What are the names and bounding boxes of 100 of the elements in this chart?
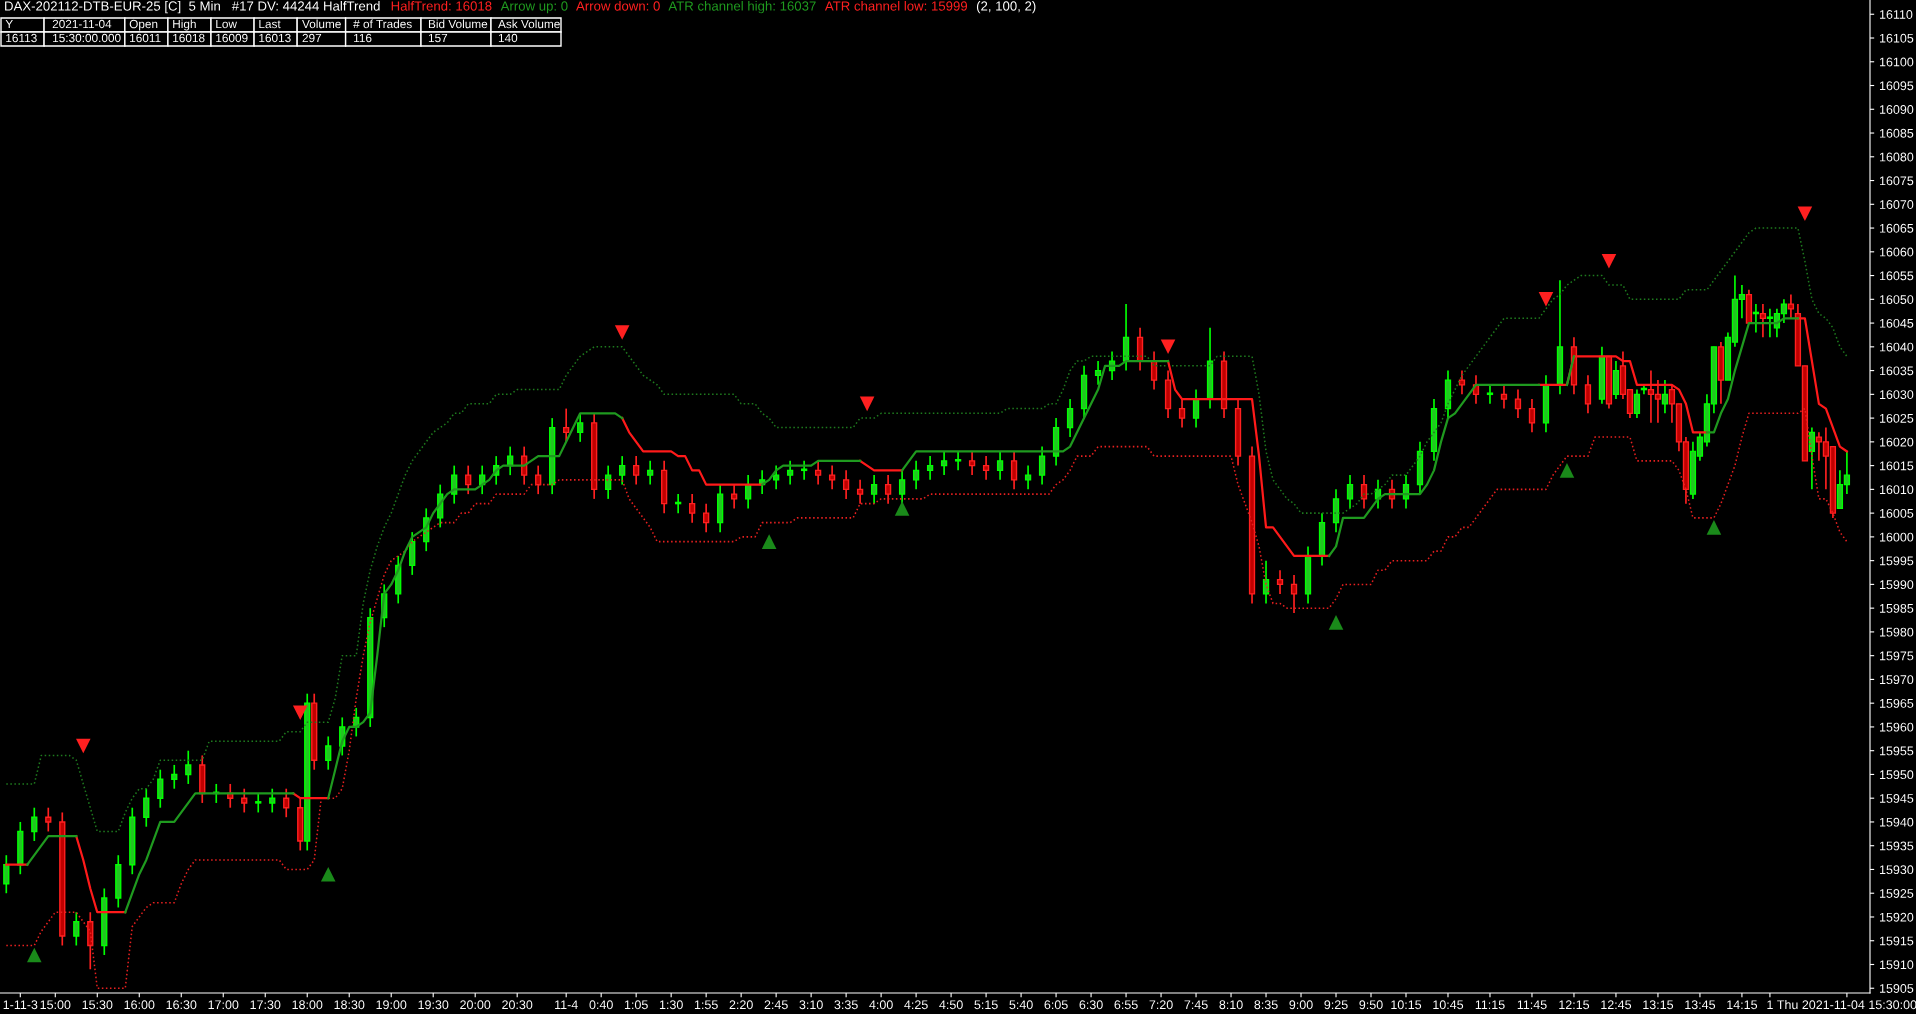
candlestick: [968, 450, 976, 476]
x-tick-label: 1:30: [659, 1000, 683, 1010]
y-tick-label: 15950: [1879, 770, 1914, 780]
candlestick: [1178, 398, 1186, 429]
annotation: HalfTrend: 16018: [391, 1, 492, 11]
annotation: Y: [5, 19, 13, 29]
candlestick: [1528, 398, 1536, 434]
x-tick-label: 19:00: [376, 1000, 407, 1010]
x-tick-label: 2:45: [764, 1000, 788, 1010]
annotation: ATR channel high: 16037: [668, 1, 816, 14]
x-tick-label: 7:45: [1184, 1000, 1208, 1010]
candlestick: [1360, 474, 1368, 510]
point: [894, 501, 910, 516]
annotation: Low: [216, 19, 237, 29]
x-tick-label: 16:30: [166, 1000, 197, 1010]
y-tick-label: 16090: [1879, 105, 1914, 114]
y-tick-label: 15965: [1879, 698, 1914, 708]
candlestick: [898, 469, 906, 505]
x-tick-label: Thu 2021-11-04 15:30:00: [1777, 999, 1916, 1010]
y-tick-label: 15930: [1879, 865, 1914, 875]
candlestick: [31, 806, 38, 842]
y-tick-label: 16010: [1879, 485, 1914, 495]
candlestick: [241, 787, 248, 814]
candlestick: [1262, 559, 1270, 605]
candlestick: [171, 764, 178, 790]
y-tick-label: 15960: [1879, 722, 1914, 732]
y-tick-label: 15975: [1879, 651, 1914, 661]
candlestick: [842, 469, 850, 500]
candlestick: [1458, 369, 1466, 396]
candlestick: [1038, 445, 1046, 486]
candlestick: [157, 768, 164, 809]
candlestick: [954, 450, 962, 472]
candlestick: [633, 455, 640, 486]
y-tick-label: 15970: [1879, 675, 1914, 685]
x-tick-label: 18:30: [334, 1000, 365, 1010]
candlestick: [577, 412, 584, 443]
candlestick: [1094, 360, 1102, 386]
candlestick: [1661, 379, 1669, 415]
candlestick: [619, 455, 626, 486]
annotation: Arrow up: 0: [500, 1, 568, 14]
candlestick: [1486, 384, 1494, 405]
x-tick-label: 4:25: [904, 1000, 928, 1010]
annotation: (2, 100, 2): [976, 1, 1036, 14]
annotation: 2021-11-04: [52, 19, 112, 29]
y-tick-label: 16050: [1879, 295, 1914, 304]
candlestick: [982, 455, 990, 481]
candlestick: [73, 911, 80, 947]
annotation: Volume: [302, 19, 341, 29]
point: [27, 947, 42, 963]
candlestick: [255, 792, 262, 814]
x-tick-label: 18:00: [292, 1000, 323, 1010]
candlestick: [1514, 388, 1522, 419]
y-tick-label: 15905: [1879, 984, 1914, 993]
candlestick: [605, 464, 612, 500]
x-tick-label: 20:00: [460, 1000, 491, 1010]
candlestick: [647, 460, 654, 486]
x-tick-label: 5:15: [974, 1000, 998, 1010]
y-tick-label: 15920: [1879, 912, 1914, 922]
annotation: # of Trades: [353, 19, 412, 29]
y-tick-label: 16065: [1879, 223, 1914, 233]
point: [1538, 292, 1554, 307]
candlestick: [185, 749, 192, 785]
x-tick-label: 2:20: [729, 1000, 753, 1010]
y-tick-label: 16055: [1879, 271, 1914, 281]
x-tick-label: 11:45: [1517, 1000, 1547, 1010]
x-tick-label: 11:15: [1475, 1000, 1505, 1010]
x-tick-label: 15:30: [82, 1000, 113, 1010]
x-tick-label: 3:10: [799, 1000, 823, 1010]
x-tick-label: 5:40: [1009, 1000, 1033, 1010]
candlestick: [1500, 384, 1508, 410]
candlestick: [786, 460, 794, 486]
x-tick-label: 4:50: [939, 1000, 963, 1010]
y-tick-label: 16070: [1879, 200, 1914, 209]
annotation: High: [173, 19, 196, 31]
candlestick: [926, 455, 934, 481]
candlestick: [1276, 569, 1284, 595]
candlestick: [1290, 574, 1298, 614]
annotation: 16011: [130, 33, 161, 43]
y-tick-label: 15995: [1879, 556, 1914, 566]
x-tick-label: 10:15: [1391, 1000, 1422, 1010]
annotation: 140: [498, 33, 518, 43]
y-tick-label: 16020: [1879, 437, 1914, 447]
x-tick-label: 8:35: [1254, 1000, 1278, 1010]
x-tick-label: 6:05: [1044, 1000, 1068, 1010]
y-tick-label: 15935: [1879, 841, 1914, 851]
y-tick-label: 15980: [1879, 627, 1914, 637]
candlestick: [996, 450, 1004, 481]
y-tick-label: 16100: [1879, 57, 1914, 67]
line-series: [5, 407, 1848, 990]
annotation: Arrow down: 0: [576, 1, 660, 11]
annotation: 297: [302, 33, 322, 43]
candlestick: [283, 787, 290, 819]
y-tick-label: 16045: [1879, 318, 1914, 328]
point: [292, 705, 308, 720]
candlestick: [703, 502, 710, 533]
annotation: Last: [259, 19, 281, 29]
annotation: 16018: [173, 33, 205, 43]
x-tick-label: 19:30: [418, 1000, 449, 1010]
y-tick-label: 15940: [1879, 817, 1914, 827]
annotation: ATR channel low: 15999: [824, 1, 968, 11]
